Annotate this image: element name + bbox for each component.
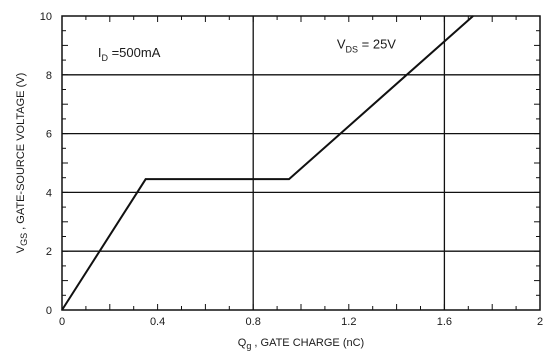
- x-tick-label: 1.2: [341, 316, 356, 328]
- annotation-drain-source-voltage: VDS = 25V: [337, 36, 396, 54]
- data-series: [61, 15, 474, 311]
- tick-marks: [61, 15, 541, 311]
- y-tick-label: 6: [46, 129, 52, 141]
- y-tick-label: 10: [40, 11, 52, 23]
- y-axis-label: VGS , GATE-SOURCE VOLTAGE (V): [15, 73, 29, 254]
- x-tick-label: 1.6: [437, 316, 452, 328]
- y-tick-label: 4: [46, 187, 52, 199]
- y-tick-labels: 0 2 4 6 8 10: [40, 11, 52, 317]
- chart-grid: [62, 16, 540, 310]
- annotation-drain-current: ID =500mA: [98, 45, 161, 63]
- y-tick-label: 2: [46, 246, 52, 258]
- x-tick-label: 0.4: [150, 316, 165, 328]
- x-axis-label: Qg , GATE CHARGE (nC): [238, 337, 364, 351]
- x-tick-label: 0.8: [246, 316, 261, 328]
- x-tick-label: 2: [537, 316, 543, 328]
- x-tick-labels: 0 0.4 0.8 1.2 1.6 2: [59, 316, 543, 328]
- y-tick-label: 0: [46, 305, 52, 317]
- y-tick-label: 8: [46, 70, 52, 82]
- gate-charge-curve: [61, 15, 474, 311]
- x-tick-label: 0: [59, 316, 65, 328]
